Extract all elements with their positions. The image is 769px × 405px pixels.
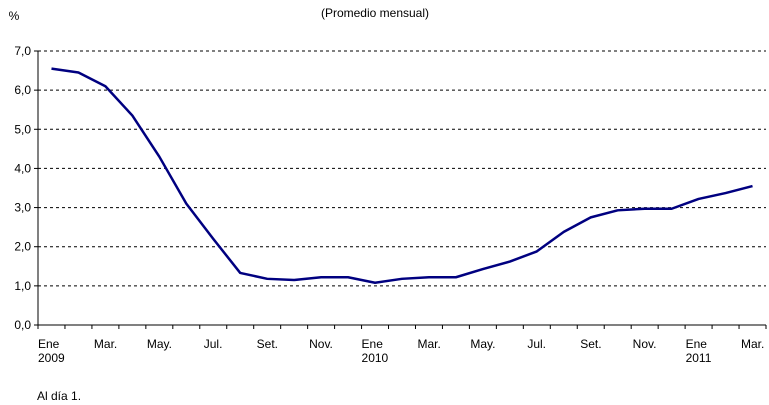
x-tick-label: Mar. <box>417 337 441 351</box>
x-tick-label: Set. <box>580 337 602 351</box>
x-tick-label: May. <box>146 337 172 351</box>
x-tick-label: May. <box>470 337 496 351</box>
x-tick-label: Nov. <box>632 337 657 351</box>
x-tick-label: Ene 2011 <box>685 337 712 365</box>
x-tick-label: Jul. <box>203 337 223 351</box>
x-tick-label: Mar. <box>741 337 765 351</box>
y-tick-label: 0,0 <box>14 318 31 332</box>
y-unit: % <box>9 9 20 23</box>
x-tick-label: Set. <box>256 337 279 351</box>
y-tick-label: 5,0 <box>14 122 31 136</box>
y-tick-label: 1,0 <box>14 279 31 293</box>
x-tick-label: Ene 2010 <box>361 337 389 365</box>
y-tick-label: 3,0 <box>14 201 31 215</box>
x-tick-label: Mar. <box>93 337 118 351</box>
y-tick-label: 2,0 <box>14 240 31 254</box>
y-tick-label: 7,0 <box>14 44 31 58</box>
x-tick-label: Ene 2009 <box>37 337 65 365</box>
y-tick-label: 4,0 <box>14 161 31 175</box>
x-tick-label: Jul. <box>527 337 546 351</box>
y-tick-label: 6,0 <box>14 83 31 97</box>
line-series <box>51 67 753 284</box>
footnote: Al día 1. <box>37 389 81 403</box>
chart-title: (Promedio mensual) <box>321 6 429 20</box>
x-tick-label: Nov. <box>309 337 333 351</box>
